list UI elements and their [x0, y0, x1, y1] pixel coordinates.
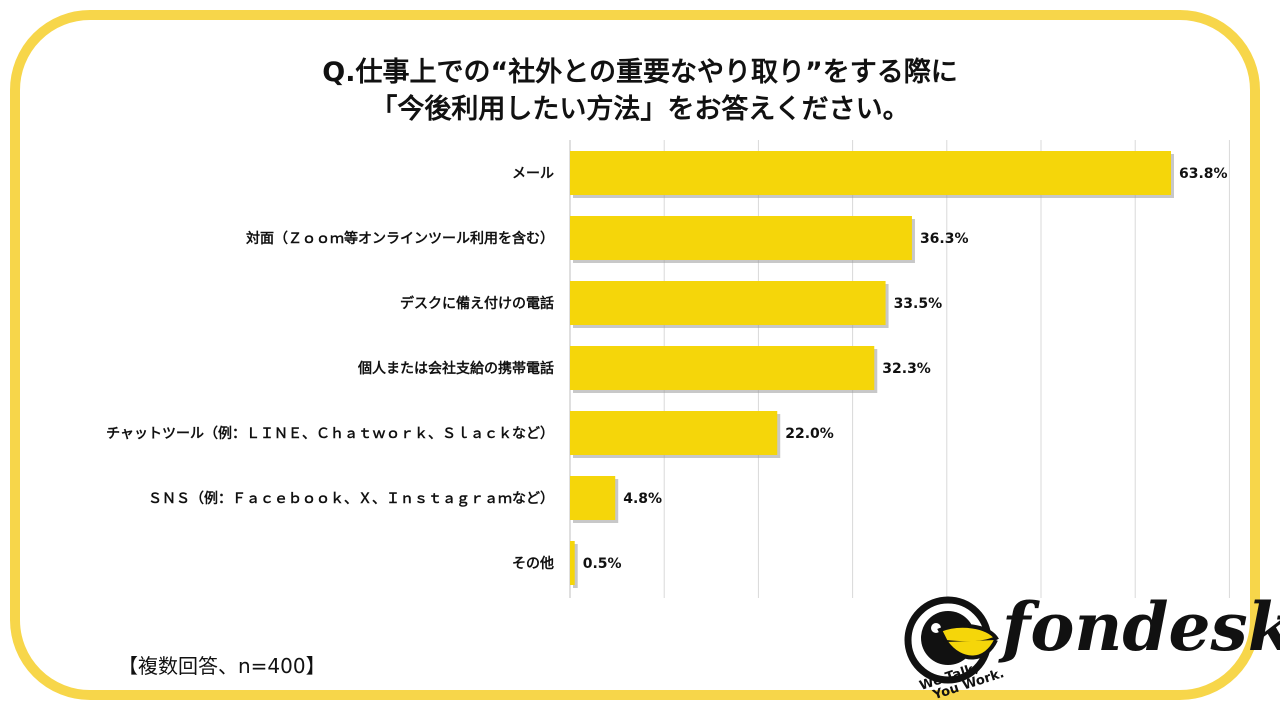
data-label: 22.0% — [785, 426, 834, 442]
bar — [570, 476, 616, 520]
chart-title-line1: Q.仕事上での“社外との重要なやり取り”をする際に — [322, 57, 958, 88]
data-label: 63.8% — [1179, 166, 1228, 182]
category-label: 個人または会社支給の携帯電話 — [357, 360, 554, 377]
data-label: 36.3% — [920, 231, 969, 247]
bar — [570, 281, 886, 325]
bar — [570, 216, 912, 260]
chart-title-line2: 「今後利用したい方法」をお答えください。 — [370, 94, 910, 125]
category-label: 対面（Ｚｏｏｍ等オンラインツール利用を含む） — [245, 230, 554, 247]
bar — [570, 541, 575, 585]
category-label: チャットツール（例：ＬＩＮＥ、Ｃｈａｔｗｏｒｋ、Ｓｌａｃｋなど） — [106, 425, 554, 442]
data-label: 32.3% — [882, 361, 931, 377]
logo-wordmark: fondesk — [1002, 588, 1280, 666]
category-label: デスクに備え付けの電話 — [400, 295, 554, 312]
sample-note: 【複数回答、n=400】 — [118, 654, 326, 678]
bar — [570, 411, 778, 455]
fondesk-logo: fondesk We Talk, You Work. — [900, 588, 1280, 703]
pelican-mascot-icon — [904, 596, 999, 684]
data-label: 4.8% — [623, 491, 662, 507]
bar — [570, 346, 875, 390]
data-label: 33.5% — [894, 296, 943, 312]
bar — [570, 151, 1171, 195]
category-label: メール — [512, 166, 554, 182]
category-label: その他 — [512, 555, 554, 572]
bar-shadow — [573, 544, 578, 588]
data-label: 0.5% — [583, 556, 622, 572]
category-label: ＳＮＳ（例：Ｆａｃｅｂｏｏｋ、Ｘ、Ｉｎｓｔａｇｒａｍなど） — [148, 490, 554, 508]
